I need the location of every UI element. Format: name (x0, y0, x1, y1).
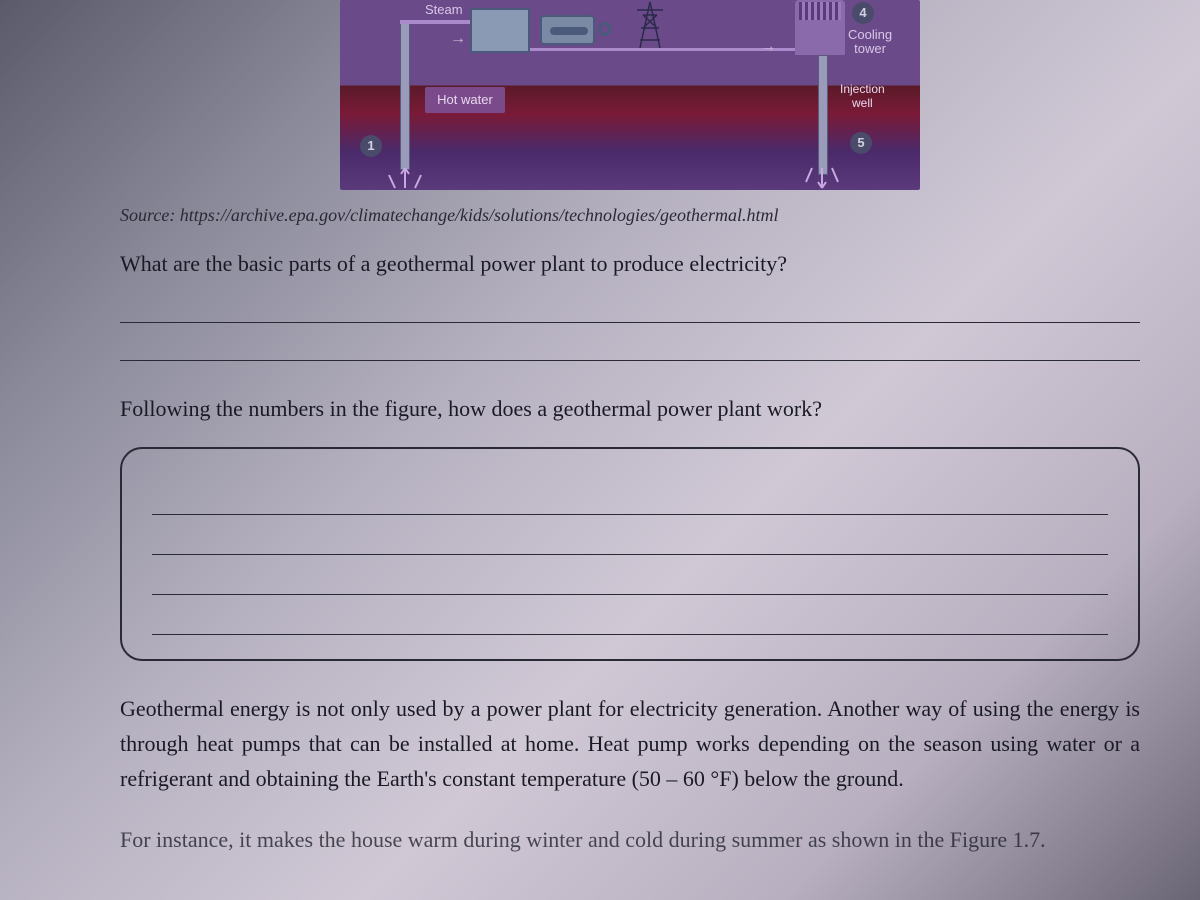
answer-line[interactable] (152, 559, 1108, 595)
generator-shaft (550, 27, 588, 35)
question-1: What are the basic parts of a geothermal… (120, 251, 1140, 277)
body-paragraph-2: For instance, it makes the house warm du… (120, 822, 1140, 857)
geothermal-diagram: Steam → → 4 Cooling tower Hot water (340, 0, 920, 190)
question-2: Following the numbers in the figure, how… (120, 396, 1140, 422)
step-number-5: 5 (850, 132, 872, 154)
steam-pipe (400, 20, 470, 24)
hot-water-label: Hot water (425, 87, 505, 113)
transmission-tower-icon (635, 0, 665, 50)
answer-line[interactable] (152, 519, 1108, 555)
heat-arrows-icon (385, 160, 425, 190)
cooling-tower-label-l2: tower (854, 41, 886, 56)
body-paragraph-1: Geothermal energy is not only used by a … (120, 691, 1140, 797)
flow-arrow-icon: → (450, 30, 466, 48)
flow-arrow-icon: → (760, 38, 776, 56)
steam-label: Steam (425, 2, 463, 17)
heat-arrows-icon (802, 160, 842, 190)
step-number-1: 1 (360, 135, 382, 157)
answer-line[interactable] (152, 599, 1108, 635)
cooling-tower-slats (799, 2, 841, 20)
answer-line[interactable] (120, 289, 1140, 323)
answer-box (120, 447, 1140, 661)
step-number-4: 4 (852, 2, 874, 24)
injection-well-label-l2: well (852, 96, 873, 110)
turbine (470, 8, 530, 53)
generator (540, 15, 595, 45)
injection-well-pipe (818, 55, 828, 175)
production-well-pipe (400, 20, 410, 170)
injection-well-label: Injection well (840, 82, 885, 111)
answer-line[interactable] (120, 327, 1140, 361)
answer-line[interactable] (152, 479, 1108, 515)
cooling-tower (795, 0, 845, 55)
generator-coupling (598, 22, 612, 36)
source-citation: Source: https://archive.epa.gov/climatec… (120, 205, 1140, 226)
worksheet-page: Steam → → 4 Cooling tower Hot water (60, 0, 1180, 900)
cooling-tower-label-l1: Cooling (848, 27, 892, 42)
cooling-tower-label: Cooling tower (848, 28, 892, 57)
injection-well-label-l1: Injection (840, 82, 885, 96)
